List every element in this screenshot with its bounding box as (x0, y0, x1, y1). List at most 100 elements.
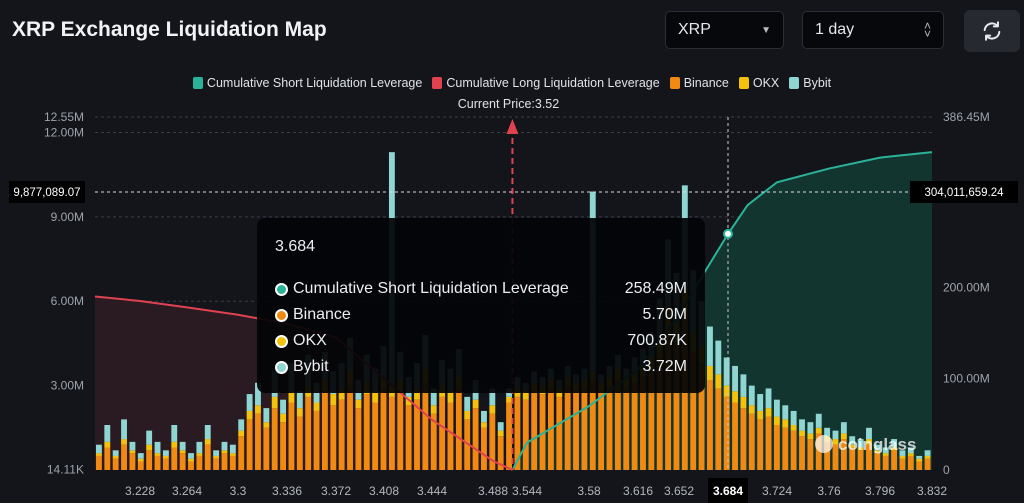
tooltip-row-okx: OKX 700.87K (275, 328, 687, 354)
watermark-logo: coinglass (838, 435, 916, 454)
binance-bar (347, 385, 353, 470)
okx-bar (782, 419, 789, 428)
legend-item-bybit[interactable]: Bybit (789, 76, 831, 90)
bybit-bar (188, 453, 194, 459)
binance-bar (640, 377, 646, 470)
legend-item-long[interactable]: Cumulative Long Liquidation Leverage (432, 76, 660, 90)
okx-bar (121, 439, 127, 445)
binance-bar (188, 461, 194, 470)
legend-item-short[interactable]: Cumulative Short Liquidation Leverage (192, 76, 422, 90)
binance-bar (531, 391, 538, 470)
bybit-bar (857, 439, 864, 448)
refresh-button[interactable] (964, 10, 1020, 52)
okx-bar (757, 410, 764, 420)
bybit-bar (129, 441, 136, 451)
binance-bar (422, 382, 429, 470)
bybit-bar (765, 388, 772, 409)
y-left-tick-label: 12.00M (44, 125, 84, 139)
okx-bar (162, 455, 169, 459)
binance-bar (874, 453, 881, 470)
updown-chevron-icon: ˄ ˅ (923, 19, 931, 41)
okx-bar (790, 424, 797, 431)
bybit-bar (213, 450, 220, 456)
binance-bar (430, 413, 437, 470)
okx-bar (866, 439, 872, 445)
coin-select[interactable]: XRP ▼ (665, 11, 784, 49)
binance-bar (891, 450, 898, 470)
x-tick-label: 3.264 (172, 484, 202, 498)
y-left-tick-label: 6.00M (51, 294, 84, 308)
binance-bar (414, 399, 420, 470)
binance-bar (146, 450, 153, 470)
binance-bar (824, 441, 831, 470)
binance-bar (539, 394, 546, 470)
legend-item-okx[interactable]: OKX (738, 76, 779, 90)
bybit-dot-icon (275, 360, 288, 374)
binance-bar (857, 450, 864, 470)
binance-bar (96, 455, 102, 470)
binance-bar (866, 444, 872, 470)
x-tick-label: 3.372 (321, 484, 351, 498)
binance-bar (104, 447, 111, 470)
okx-bar (104, 441, 111, 448)
okx-bar (271, 396, 278, 409)
timeframe-select[interactable]: 1 day ˄ ˅ (802, 11, 944, 49)
bybit-bar (732, 365, 738, 392)
okx-bar (707, 365, 713, 380)
okx-bar (280, 413, 287, 423)
bybit-bar (263, 408, 270, 423)
binance-bar (129, 453, 136, 470)
okx-bar (255, 405, 261, 414)
bybit-bar (740, 374, 747, 397)
binance-bar (171, 447, 178, 470)
hover-point (723, 228, 733, 239)
okx-bar (832, 439, 839, 445)
x-tick-label: 3.336 (272, 484, 302, 498)
bybit-bar (715, 340, 722, 375)
bybit-bar (799, 419, 805, 431)
y-right-tick-label: 0 (943, 463, 950, 477)
bybit-bar (171, 424, 178, 442)
okx-bar (522, 391, 529, 400)
okx-bar (112, 455, 119, 459)
binance-bar (606, 385, 613, 470)
binance-bar (121, 444, 127, 470)
cumulative-short-line (511, 151, 933, 471)
okx-bar (472, 399, 479, 409)
binance-bar (924, 458, 931, 470)
okx-bar (773, 416, 780, 425)
binance-bar (723, 396, 730, 470)
tooltip-row-binance: Binance 5.70M (275, 302, 687, 328)
okx-bar (765, 408, 772, 417)
crosshair-right-value: 304,011,659.24 (924, 187, 1004, 199)
binance-bar (112, 458, 119, 470)
binance-bar (221, 453, 228, 470)
tooltip-row-short: Cumulative Short Liquidation Leverage 258… (275, 276, 687, 302)
y-right-tick-label: 100.00M (943, 372, 990, 386)
binance-bar (255, 413, 261, 470)
bybit-bar (815, 413, 822, 428)
x-tick-label: 3.652 (664, 484, 694, 498)
binance-bar (497, 436, 504, 470)
binance-bar (330, 405, 337, 470)
binance-bar (773, 424, 780, 470)
refresh-icon (983, 21, 1001, 41)
x-tick-label: 3.3 (230, 484, 247, 498)
okx-dot-icon (275, 334, 288, 348)
okx-bar (229, 453, 236, 456)
binance-bar (840, 439, 847, 470)
crosshair-left-label-bg (9, 181, 85, 203)
okx-bar (464, 410, 471, 420)
okx-bar (154, 453, 161, 456)
okx-bar (204, 439, 211, 445)
short-dot-icon (275, 282, 288, 296)
x-tick-label: 3.616 (623, 484, 653, 498)
okx-bar (907, 453, 914, 456)
crosshair-right-label-bg (910, 181, 1018, 203)
binance-bar (656, 357, 663, 470)
okx-bar (137, 458, 144, 462)
okx-bar (171, 441, 178, 448)
x-tick-label: 3.832 (917, 484, 947, 498)
legend-item-binance[interactable]: Binance (669, 76, 729, 90)
bybit-bar (773, 399, 780, 417)
